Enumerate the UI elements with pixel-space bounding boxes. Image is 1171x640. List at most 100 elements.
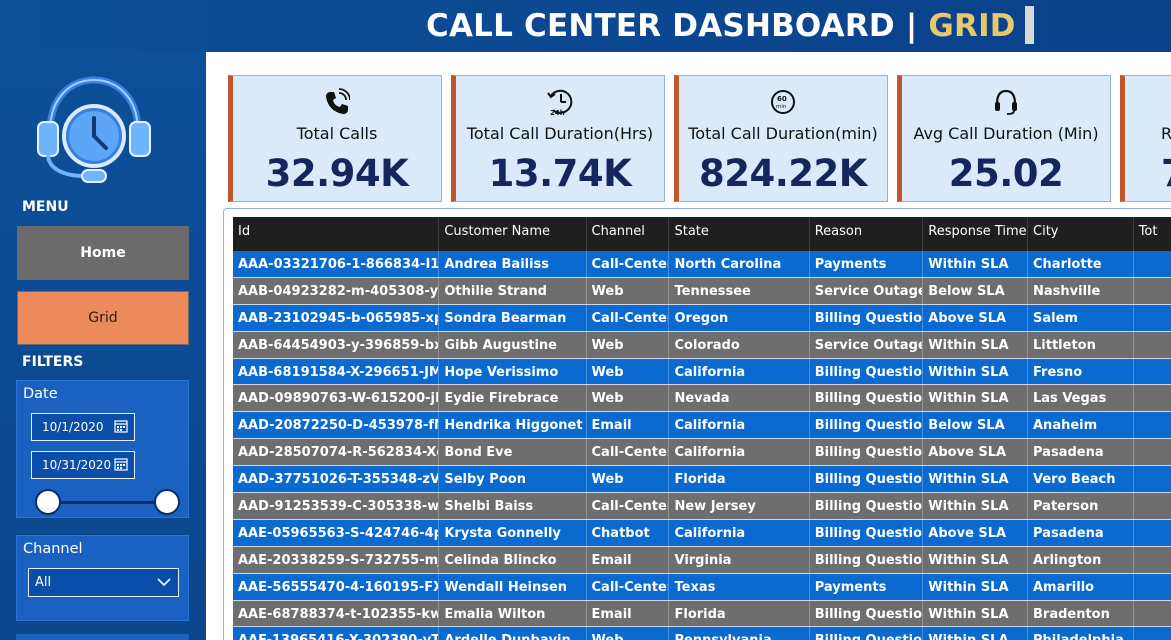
cell-tot — [1134, 493, 1171, 519]
column-header-tot[interactable]: Tot — [1134, 217, 1171, 251]
cell-state: Florida — [669, 600, 810, 627]
cell-tot — [1134, 520, 1171, 546]
sidebar: MENU Home Grid FILTERS Date 10/1/2020 10… — [0, 52, 206, 640]
cell-state: California — [669, 519, 810, 546]
kpi-value: 13.74K — [488, 152, 632, 195]
cell-id: AAD-28507074-R-562834-Xd — [233, 439, 440, 466]
cell-channel: Web — [587, 358, 670, 385]
kpi-value: 824.22K — [699, 152, 867, 195]
channel-filter-panel: Channel All — [16, 535, 189, 621]
column-header-channel[interactable]: Channel — [587, 217, 670, 251]
kpi-value: 7 — [1161, 152, 1171, 195]
table-row[interactable]: AAD-28507074-R-562834-Xd Bond Eve Call-Cen… — [233, 439, 1171, 467]
cell-reason: Service Outage — [810, 331, 924, 358]
table-row[interactable]: AAD-20872250-D-453978-fM Hendrika Higgone… — [233, 412, 1171, 440]
cell-channel: Web — [587, 466, 670, 493]
table-row[interactable]: AAE-56555470-4-160195-FX Wendall Heinsen C… — [233, 573, 1171, 601]
headset-clock-logo-icon — [37, 76, 151, 183]
cell-response-time: Below SLA — [923, 412, 1028, 439]
headset-icon — [995, 89, 1017, 115]
cell-response-time: Above SLA — [923, 304, 1028, 331]
cell-tot — [1134, 278, 1171, 304]
kpi-card-duration-hrs: 24h Total Call Duration(Hrs) 13.74K — [451, 75, 665, 202]
cell-customer-name: Gibb Augustine — [439, 331, 587, 358]
table-row[interactable]: AAE-68788374-t-102355-kw Emalia Wilton Ema… — [233, 600, 1171, 628]
cell-channel: Call-Center — [587, 251, 670, 277]
cell-response-time: Above SLA — [923, 439, 1028, 466]
cell-customer-name: Shelbi Baiss — [439, 493, 587, 519]
cell-id: AAB-23102945-b-065985-xp — [233, 304, 440, 331]
column-header-reason[interactable]: Reason — [810, 217, 924, 251]
table-row[interactable]: AAD-37751026-T-355348-zV Selby Poon Web Flo… — [233, 466, 1171, 494]
table-row[interactable]: AAB-23102945-b-065985-xp Sondra Bearman Ca… — [233, 304, 1171, 332]
cell-tot — [1134, 547, 1171, 573]
date-slider-end-handle[interactable] — [154, 489, 180, 515]
svg-text:60: 60 — [777, 95, 787, 103]
date-filter-title: Date — [23, 386, 58, 402]
calendar-icon — [114, 420, 128, 433]
table-row[interactable]: AAB-04923282-m-405308-yW Othilie Strand We… — [233, 277, 1171, 305]
table-row[interactable]: AAD-09890763-W-615200-jL Eydie Firebrace W… — [233, 385, 1171, 413]
cell-reason: Billing Question — [810, 412, 924, 439]
table-row[interactable]: AAA-03321706-1-866834-I1 Andrea Bailiss Ca… — [233, 251, 1171, 278]
data-table: Id Customer Name Channel State Reason Re… — [233, 217, 1171, 640]
cell-channel: Call-Center — [587, 439, 670, 466]
cell-response-time: Within SLA — [923, 331, 1028, 358]
cell-city: Pasadena — [1028, 439, 1134, 466]
cell-reason: Billing Question — [810, 466, 924, 493]
cell-customer-name: Eydie Firebrace — [439, 385, 587, 412]
cell-city: Charlotte — [1028, 251, 1134, 277]
cell-state: Nevada — [669, 385, 810, 412]
table-row[interactable]: AAE-05965563-S-424746-4p Krysta Gonnelly C… — [233, 519, 1171, 547]
cell-customer-name: Ardelle Dunbavin — [439, 627, 587, 640]
cell-reason: Billing Question — [810, 519, 924, 546]
cell-customer-name: Bond Eve — [439, 439, 587, 466]
channel-selected-value: All — [35, 575, 52, 590]
cell-state: California — [669, 439, 810, 466]
table-row[interactable]: AAB-68191584-X-296651-JM Hope Verissimo We… — [233, 358, 1171, 386]
table-row[interactable]: AAB-64454903-y-396859-bx Gibb Augustine We… — [233, 331, 1171, 359]
60min-clock-icon: 60 min — [771, 90, 795, 114]
cell-state: Tennessee — [669, 277, 810, 304]
date-slider-track[interactable] — [47, 501, 169, 504]
cell-id: AAF-13965416-X-302390-vT — [233, 627, 440, 640]
cell-channel: Web — [587, 627, 670, 640]
column-header-state[interactable]: State — [669, 217, 810, 251]
channel-select[interactable]: All — [28, 568, 179, 597]
table-row[interactable]: AAE-20338259-S-732755-mJ Celinda Blincko E… — [233, 546, 1171, 574]
svg-text:24h: 24h — [550, 109, 565, 116]
column-header-response-time[interactable]: Response Time — [923, 217, 1028, 251]
cell-reason: Billing Question — [810, 439, 924, 466]
cell-city: Vero Beach — [1028, 466, 1134, 493]
cell-channel: Call-Center — [587, 304, 670, 331]
cell-city: Amarillo — [1028, 573, 1134, 600]
cell-customer-name: Wendall Heinsen — [439, 573, 587, 600]
end-date-input[interactable]: 10/31/2020 — [31, 451, 135, 479]
column-header-id[interactable]: Id — [233, 217, 440, 251]
table-row[interactable]: AAD-91253539-C-305338-wj Shelbi Baiss Call… — [233, 493, 1171, 520]
grid-button[interactable]: Grid — [17, 291, 189, 345]
cell-city: Paterson — [1028, 493, 1134, 519]
kpi-label: Total Calls — [296, 124, 378, 143]
table-row[interactable]: AAF-13965416-X-302390-vTArdelle Dunbavin… — [233, 627, 1171, 640]
cell-tot — [1134, 412, 1171, 438]
cell-channel: Email — [587, 546, 670, 573]
cell-id: AAD-91253539-C-305338-wj — [233, 493, 440, 519]
header-divider — [1025, 6, 1034, 44]
cell-reason: Service Outage — [810, 277, 924, 304]
cell-response-time: Above SLA — [923, 519, 1028, 546]
date-slider-start-handle[interactable] — [35, 489, 61, 515]
cell-id: AAB-04923282-m-405308-yW — [233, 277, 440, 304]
cell-channel: Web — [587, 385, 670, 412]
kpi-label: R — [1161, 124, 1171, 143]
column-header-city[interactable]: City — [1028, 217, 1134, 251]
cell-tot — [1134, 251, 1171, 277]
cell-state: Florida — [669, 466, 810, 493]
cell-response-time: Within SLA — [923, 251, 1028, 277]
column-header-customer-name[interactable]: Customer Name — [439, 217, 587, 251]
start-date-input[interactable]: 10/1/2020 — [31, 413, 135, 441]
home-button[interactable]: Home — [17, 226, 189, 280]
kpi-card-duration-min: 60 min Total Call Duration(min) 824.22K — [674, 75, 888, 202]
kpi-value: 25.02 — [948, 152, 1064, 195]
cell-response-time: Within SLA — [923, 466, 1028, 493]
